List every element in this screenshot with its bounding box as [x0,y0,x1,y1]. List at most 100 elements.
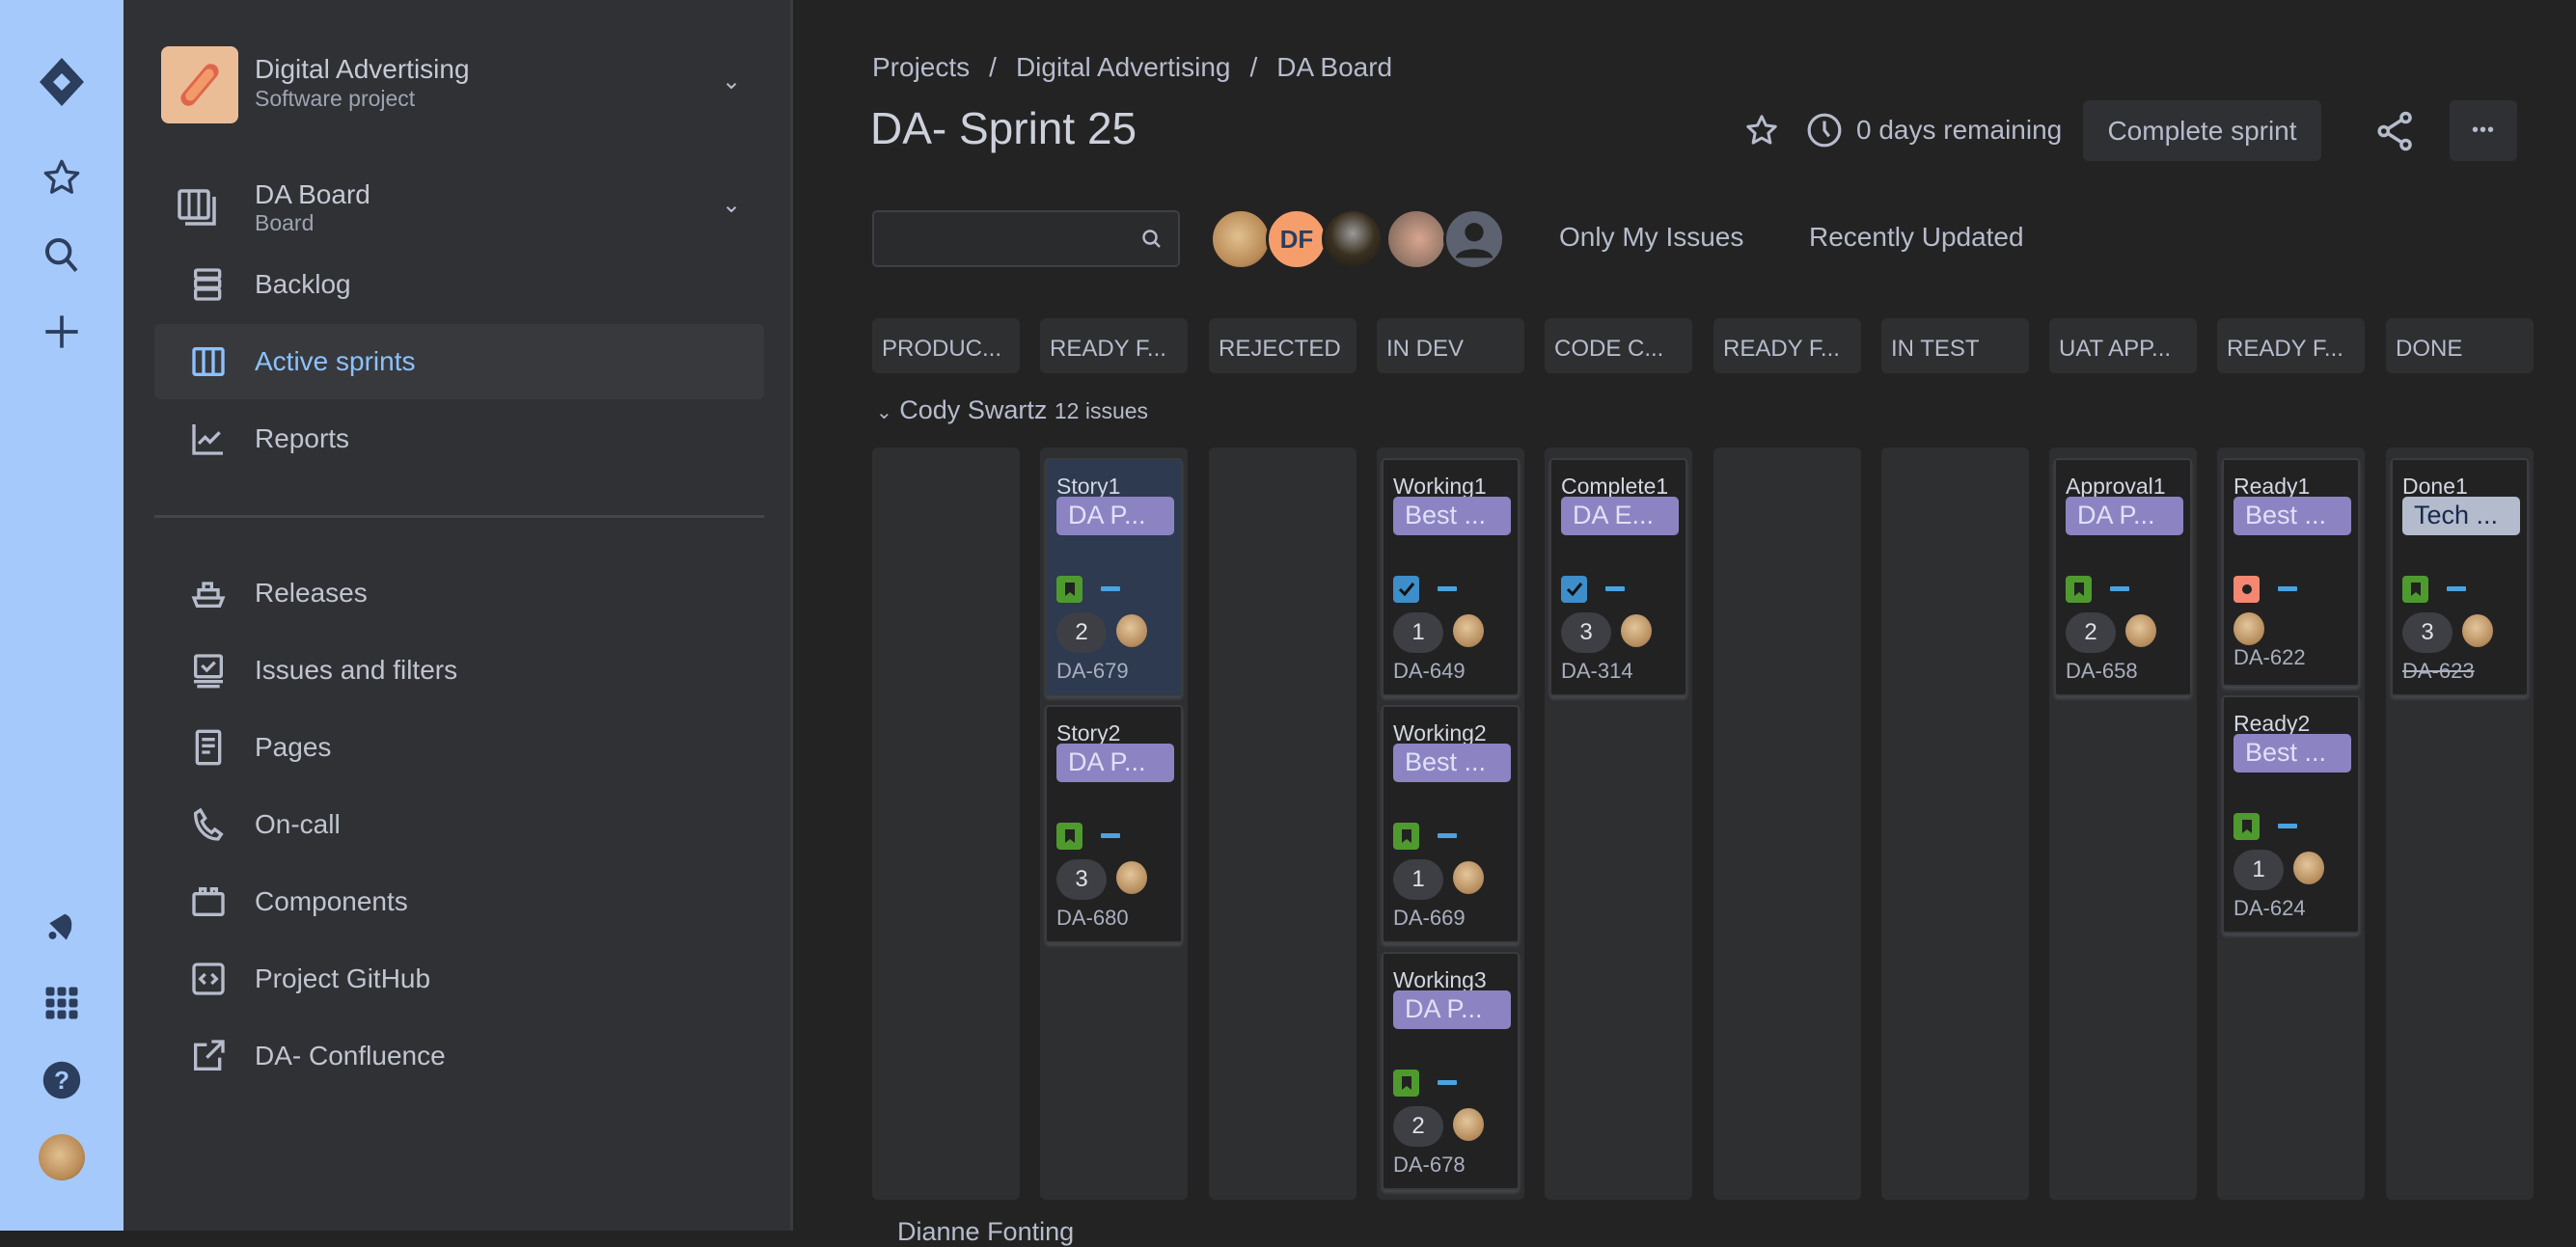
chevron-down-icon[interactable]: ⌄ [876,402,892,423]
issue-key[interactable]: DA-622 [2233,645,2306,669]
issue-key[interactable]: DA-679 [1056,659,1129,683]
issue-key[interactable]: DA-669 [1393,906,1466,930]
plus-icon[interactable] [33,303,91,361]
issue-key[interactable]: DA-678 [1393,1152,1466,1177]
sidebar-item-releases[interactable]: Releases [154,556,764,631]
column-header[interactable]: IN TEST [1881,318,2029,373]
assignee-avatar[interactable] [1453,1108,1484,1141]
search-field[interactable] [874,212,1125,264]
issue-card[interactable]: Story1 DA P... 2 DA-679 [1045,458,1183,696]
assignee-avatar[interactable] [1116,861,1147,894]
sidebar-item-issues-and-filters[interactable]: Issues and filters [154,633,764,708]
help-icon[interactable]: ? [33,1051,91,1109]
sidebar-item-pages[interactable]: Pages [154,710,764,785]
issue-card[interactable]: Ready1 Best ... DA-622 [2222,458,2360,687]
search-input[interactable] [872,210,1180,267]
more-actions-button[interactable]: ••• [2450,100,2517,161]
next-swimlane-name[interactable]: Dianne Fonting [897,1217,1075,1246]
recently-updated-filter[interactable]: Recently Updated [1809,222,2024,252]
bell-icon[interactable] [33,899,91,957]
epic-label[interactable]: Best ... [1393,744,1511,782]
issue-title: Working3 [1393,967,1487,992]
breadcrumb-board[interactable]: DA Board [1276,52,1393,82]
user-avatar-1[interactable] [1210,208,1272,270]
user-avatar-4[interactable] [1385,208,1447,270]
assignee-avatar[interactable] [1116,614,1147,647]
sidebar-item-da-confluence[interactable]: DA- Confluence [154,1018,764,1094]
issue-card[interactable]: Complete1 DA E... 3 DA-314 [1549,458,1687,696]
search-icon[interactable] [33,226,91,284]
assignee-avatar[interactable] [2293,852,2324,884]
issue-card[interactable]: Story2 DA P... 3 DA-680 [1045,705,1183,943]
breadcrumb-projects[interactable]: Projects [872,52,971,82]
sidebar-item-label: Backlog [255,269,351,299]
sidebar-item-components[interactable]: Components [154,864,764,939]
star-icon[interactable] [1744,113,1779,152]
column-header[interactable]: UAT APP... [2049,318,2197,373]
epic-label[interactable]: DA P... [1393,990,1511,1029]
epic-label[interactable]: DA P... [2066,497,2183,535]
column-header[interactable]: READY F... [1713,318,1861,373]
share-icon[interactable] [2375,111,2416,156]
issue-card[interactable]: Done1 Tech ... 3 DA-623 [2391,458,2529,696]
story-points-badge: 2 [1393,1106,1443,1147]
column-header[interactable]: READY F... [1040,318,1188,373]
priority-medium-icon [1101,586,1120,591]
story-type-icon [1056,823,1082,850]
issue-card[interactable]: Approval1 DA P... 2 DA-658 [2054,458,2192,696]
user-avatar-3[interactable] [1322,208,1384,270]
sidebar-item-backlog[interactable]: Backlog [154,247,764,322]
issue-key[interactable]: DA-680 [1056,906,1129,930]
assignee-avatar[interactable] [2462,614,2493,647]
epic-label[interactable]: DA E... [1561,497,1679,535]
epic-label[interactable]: Tech ... [2402,497,2520,535]
sidebar-item-on-call[interactable]: On-call [154,787,764,862]
story-points-badge: 1 [1393,612,1443,653]
column-header[interactable]: CODE C... [1545,318,1692,373]
board-name[interactable]: DA Board [255,179,370,209]
column-header[interactable]: REJECTED [1209,318,1357,373]
issue-key[interactable]: DA-314 [1561,659,1633,683]
story-points-badge: 1 [2233,850,2284,890]
issue-card[interactable]: Working3 DA P... 2 DA-678 [1382,952,1520,1190]
column-header[interactable]: DONE [2386,318,2534,373]
issue-key[interactable]: DA-623 [2402,659,2475,683]
epic-label[interactable]: Best ... [1393,497,1511,535]
issue-key[interactable]: DA-658 [2066,659,2138,683]
epic-label[interactable]: Best ... [2233,734,2351,773]
assignee-avatar[interactable] [1453,861,1484,894]
project-name: Digital Advertising [255,54,470,84]
jira-logo-icon[interactable] [33,53,91,111]
assignee-avatar[interactable] [2125,614,2156,647]
profile-avatar[interactable] [33,1128,91,1186]
user-avatar-df[interactable]: DF [1266,208,1328,270]
sidebar-item-active-sprints[interactable]: Active sprints [154,324,764,399]
issue-card[interactable]: Ready2 Best ... 1 DA-624 [2222,695,2360,934]
issues-icon [154,651,255,690]
issue-card[interactable]: Working1 Best ... 1 DA-649 [1382,458,1520,696]
swimlane-header[interactable]: ⌄ Cody Swartz 12 issues [876,395,1148,425]
breadcrumb-project[interactable]: Digital Advertising [1015,52,1231,82]
board-chevron-down-icon[interactable]: ⌄ [722,192,742,218]
epic-label[interactable]: DA P... [1056,744,1174,782]
column-header[interactable]: READY F... [2217,318,2365,373]
only-my-issues-filter[interactable]: Only My Issues [1559,222,1744,252]
epic-label[interactable]: DA P... [1056,497,1174,535]
issue-card[interactable]: Working2 Best ... 1 DA-669 [1382,705,1520,943]
assignee-avatar[interactable] [1621,614,1652,647]
sidebar-item-project-github[interactable]: Project GitHub [154,941,764,1017]
assignee-avatar[interactable] [2233,612,2264,645]
assignee-avatar[interactable] [1453,614,1484,647]
unassigned-avatar-icon[interactable] [1443,208,1505,270]
task-type-icon [1561,576,1587,603]
star-icon[interactable] [33,149,91,206]
project-chevron-down-icon[interactable]: ⌄ [722,68,742,95]
column-header[interactable]: IN DEV [1377,318,1524,373]
column-header[interactable]: PRODUC... [872,318,1020,373]
issue-key[interactable]: DA-649 [1393,659,1466,683]
sidebar-item-reports[interactable]: Reports [154,401,764,476]
issue-key[interactable]: DA-624 [2233,896,2306,920]
app-grid-icon[interactable] [33,974,91,1032]
epic-label[interactable]: Best ... [2233,497,2351,535]
complete-sprint-button[interactable]: Complete sprint [2083,100,2321,161]
